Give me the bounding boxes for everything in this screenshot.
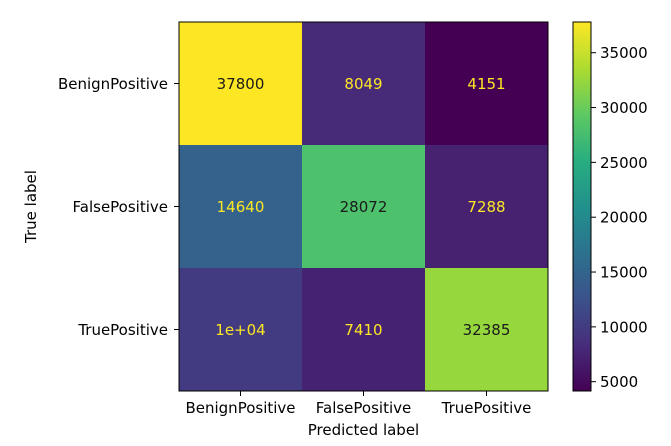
colorbar-tick-label: 25000 [600,154,648,172]
x-tick-label: BenignPositive [185,399,295,417]
x-axis-label: Predicted label [308,421,419,439]
heatmap-cell [179,22,303,146]
colorbar-tick-label: 15000 [600,264,648,282]
y-axis: BenignPositive FalsePositive TruePositive [58,75,179,339]
y-tick-label: FalsePositive [73,198,168,216]
colorbar-tick-label: 35000 [600,44,648,62]
cell-value-label: 28072 [340,198,388,216]
colorbar-ticks: 5000 10000 15000 20000 25000 30000 35000 [591,44,648,391]
cell-value-label: 7288 [467,198,505,216]
cell-value-label: 7410 [344,321,382,339]
x-axis: BenignPositive FalsePositive TruePositive [185,391,531,417]
heatmap-cell [425,22,549,146]
heatmap-cell [302,22,426,146]
heatmap-cell [179,145,303,269]
colorbar-tick-label: 5000 [600,373,638,391]
heatmap-cells: 37800 8049 4151 14640 28072 7288 1e+04 7410 3238… [179,22,549,392]
colorbar-tick-label: 20000 [600,209,648,227]
y-axis-label: True label [22,170,40,244]
cell-value-label: 8049 [344,75,382,93]
y-tick-label: BenignPositive [58,75,168,93]
heatmap-cell [302,145,426,269]
cell-value-label: 32385 [463,321,511,339]
x-tick-label: TruePositive [441,399,532,417]
colorbar [572,21,592,392]
heatmap-cell [425,145,549,269]
heatmap-cell [425,268,549,392]
heatmap-cell [302,268,426,392]
cell-value-label: 4151 [467,75,505,93]
colorbar-tick-label: 30000 [600,99,648,117]
heatmap-cell [179,268,303,392]
y-tick-label: TruePositive [77,321,168,339]
x-tick-label: FalsePositive [316,399,411,417]
colorbar-tick-label: 10000 [600,318,648,336]
cell-value-label: 37800 [217,75,265,93]
cell-value-label: 14640 [217,198,265,216]
cell-value-label: 1e+04 [215,321,265,339]
